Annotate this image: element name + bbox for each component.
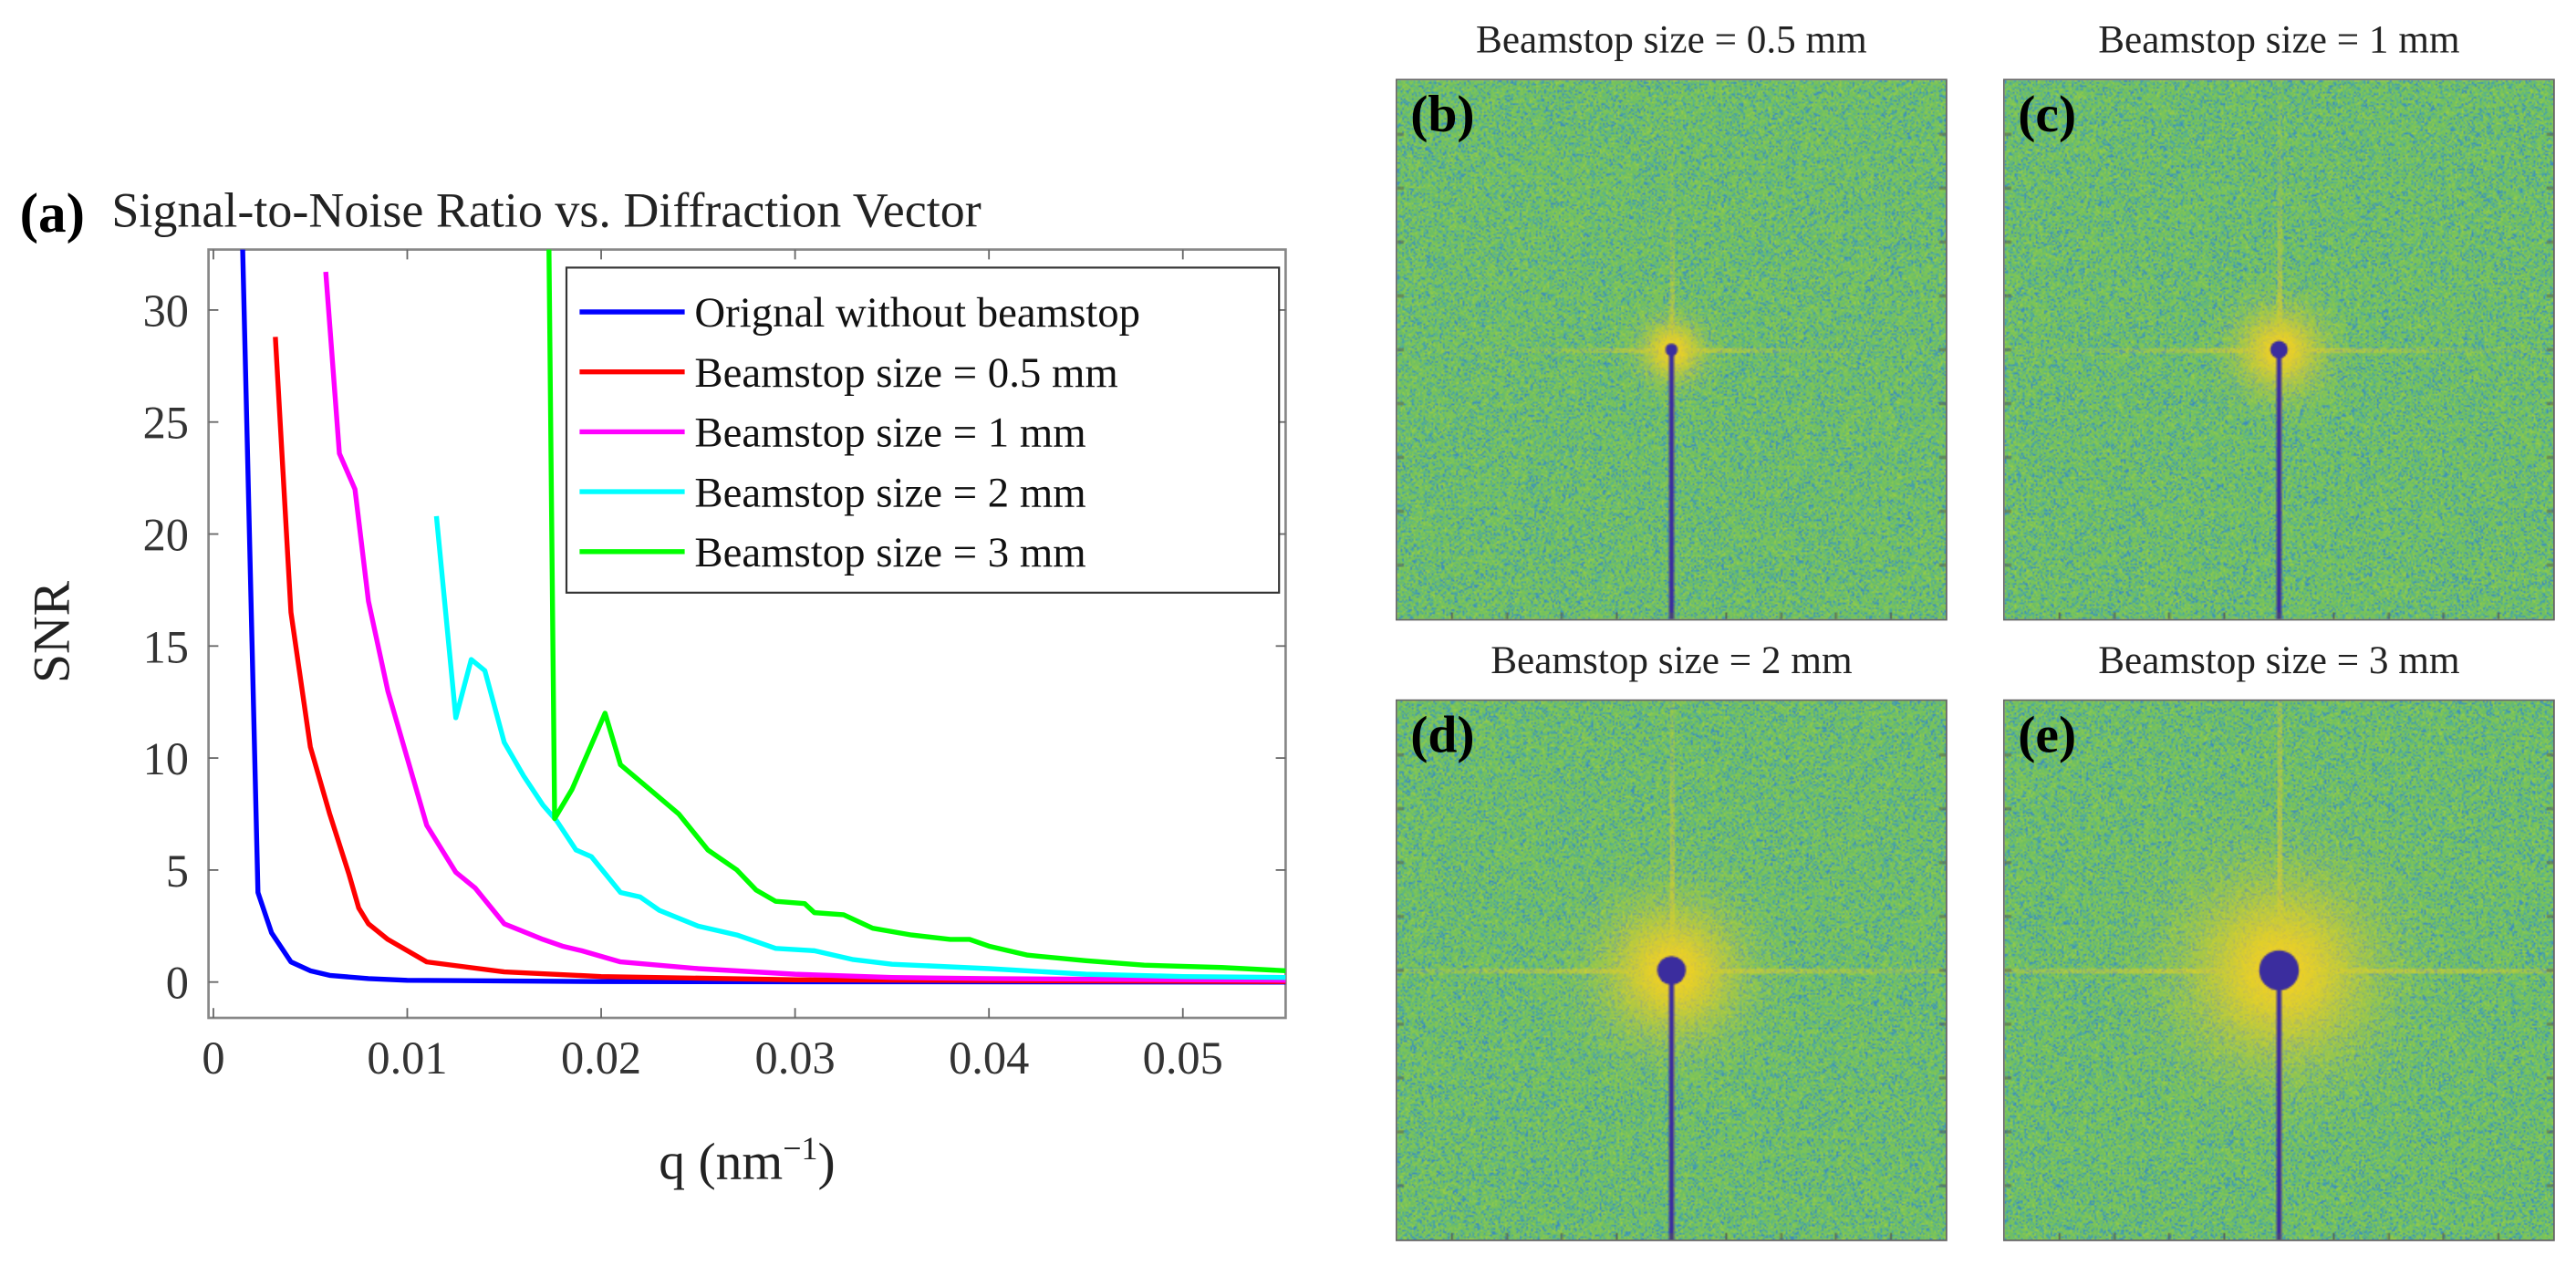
y-tick-label: 25 <box>143 398 189 449</box>
legend: Orignal without beamstop Beamstop size = … <box>566 267 1279 592</box>
x-tick-label: 0.01 <box>367 1032 447 1084</box>
y-tick-label: 10 <box>143 733 189 784</box>
diffraction-image-c: (c) <box>2003 78 2555 620</box>
panel-label-d: (d) <box>1410 704 1474 765</box>
diffraction-image-e: (e) <box>2003 700 2555 1241</box>
snr-chart: 0 0.01 0.02 0.03 0.04 0.05 0 5 10 15 20 25 30 Origna… <box>0 0 1314 1276</box>
y-tick-label: 30 <box>143 285 189 337</box>
legend-entry-2: Beamstop size = 1 mm <box>694 410 1085 457</box>
panel-label-e: (e) <box>2018 704 2076 765</box>
panel-label-c: (c) <box>2018 84 2076 145</box>
image-title-d: Beamstop size = 2 mm <box>1392 640 1950 685</box>
panel-label-b: (b) <box>1410 84 1474 145</box>
x-tick-label: 0.04 <box>949 1032 1029 1084</box>
figure: (a) Signal-to-Noise Ratio vs. Diffractio… <box>0 0 2576 1276</box>
x-tick-label: 0.03 <box>755 1032 836 1084</box>
y-axis-label: SNR <box>24 580 81 683</box>
x-axis-label-sup: −1 <box>783 1130 817 1167</box>
legend-entry-3: Beamstop size = 2 mm <box>694 469 1085 516</box>
y-tick-label: 0 <box>166 958 189 1009</box>
y-tick-label: 5 <box>166 845 189 897</box>
image-title-b: Beamstop size = 0.5 mm <box>1392 20 1950 65</box>
diffraction-canvas <box>1397 701 1946 1240</box>
legend-entry-0: Orignal without beamstop <box>694 289 1140 337</box>
x-axis-label-main: q (nm <box>659 1133 783 1190</box>
image-title-e: Beamstop size = 3 mm <box>2000 640 2558 685</box>
legend-entry-1: Beamstop size = 0.5 mm <box>694 349 1117 397</box>
diffraction-image-d: (d) <box>1396 700 1948 1241</box>
diffraction-canvas <box>1397 80 1946 618</box>
y-tick-label: 20 <box>143 510 189 561</box>
diffraction-image-b: (b) <box>1396 78 1948 620</box>
y-tick-label: 15 <box>143 621 189 672</box>
diffraction-canvas <box>2005 80 2553 618</box>
image-title-c: Beamstop size = 1 mm <box>2000 20 2558 65</box>
x-tick-label: 0.02 <box>561 1032 641 1084</box>
legend-entry-4: Beamstop size = 3 mm <box>694 529 1085 576</box>
diffraction-canvas <box>2005 701 2553 1240</box>
x-tick-label: 0 <box>202 1032 224 1084</box>
x-axis-label-close: ) <box>818 1133 836 1190</box>
x-axis-label: q (nm−1) <box>659 1130 835 1191</box>
x-tick-label: 0.05 <box>1143 1032 1223 1084</box>
